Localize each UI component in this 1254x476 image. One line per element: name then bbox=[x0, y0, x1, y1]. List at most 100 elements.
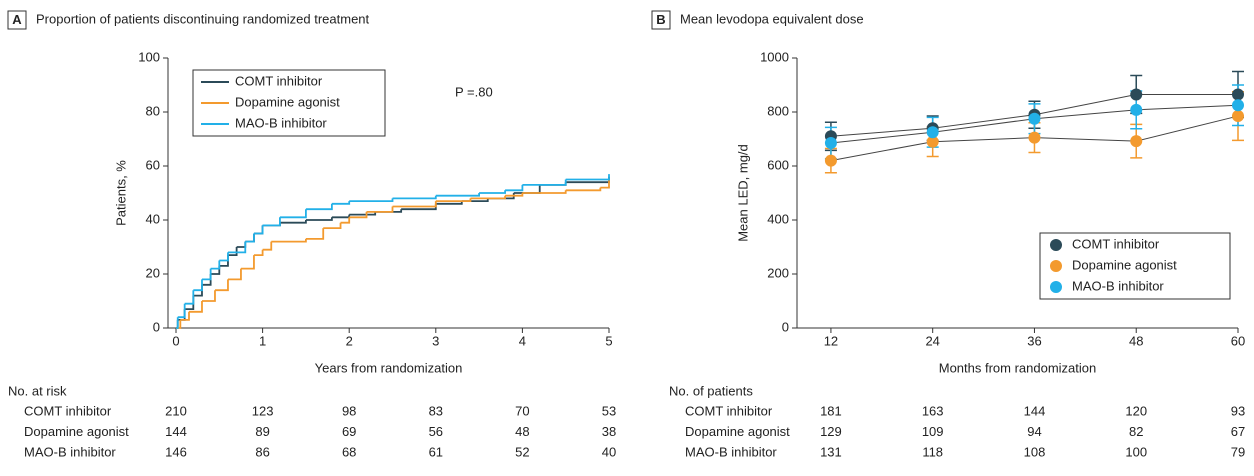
step-segment bbox=[305, 203, 333, 211]
step-segment bbox=[177, 309, 186, 321]
risk-row-name: Dopamine agonist bbox=[685, 424, 790, 439]
step-segment bbox=[227, 241, 247, 254]
risk-value: 109 bbox=[922, 424, 944, 439]
step-segment bbox=[240, 255, 255, 270]
mean-marker bbox=[824, 154, 837, 167]
y-tick-label: 200 bbox=[767, 265, 789, 280]
step-segment bbox=[201, 290, 216, 302]
risk-value: 56 bbox=[429, 424, 443, 439]
x-tick-label: 3 bbox=[432, 333, 439, 348]
step-segment bbox=[600, 179, 610, 189]
legend-label: MAO-B inhibitor bbox=[1072, 278, 1164, 293]
legend-swatch bbox=[1050, 260, 1062, 272]
mean-marker bbox=[1028, 131, 1041, 144]
panel-title: Proportion of patients discontinuing ran… bbox=[36, 11, 370, 26]
step-segment bbox=[227, 268, 242, 281]
y-tick-label: 60 bbox=[146, 157, 160, 172]
risk-value: 163 bbox=[922, 403, 944, 418]
step-segment bbox=[262, 241, 273, 251]
step-segment bbox=[245, 233, 255, 243]
step-segment bbox=[210, 260, 221, 270]
x-tick-label: 12 bbox=[824, 333, 838, 348]
risk-value: 146 bbox=[165, 444, 187, 459]
x-axis-label: Months from randomization bbox=[939, 360, 1097, 375]
panel-label: B bbox=[656, 12, 665, 27]
step-segment bbox=[565, 187, 602, 192]
risk-value: 79 bbox=[1231, 444, 1245, 459]
risk-table-title: No. of patients bbox=[669, 383, 753, 398]
x-axis-label: Years from randomization bbox=[315, 360, 463, 375]
y-tick-label: 0 bbox=[153, 319, 160, 334]
step-segment bbox=[193, 279, 203, 292]
y-tick-label: 100 bbox=[138, 49, 160, 64]
step-segment bbox=[505, 184, 524, 192]
mean-marker bbox=[1232, 110, 1244, 123]
risk-value: 82 bbox=[1129, 424, 1143, 439]
step-segment bbox=[188, 301, 203, 313]
risk-value: 67 bbox=[1231, 424, 1245, 439]
risk-value: 89 bbox=[255, 424, 269, 439]
step-segment bbox=[323, 222, 342, 229]
risk-value: 144 bbox=[1024, 403, 1046, 418]
mean-marker bbox=[1232, 99, 1244, 112]
step-segment bbox=[331, 201, 351, 205]
y-tick-label: 40 bbox=[146, 211, 160, 226]
step-segment bbox=[253, 225, 264, 235]
risk-value: 52 bbox=[515, 444, 529, 459]
step-segment bbox=[305, 228, 325, 240]
mean-marker bbox=[824, 137, 837, 150]
risk-value: 94 bbox=[1027, 424, 1041, 439]
step-segment bbox=[253, 225, 264, 235]
risk-value: 83 bbox=[429, 403, 443, 418]
step-segment bbox=[236, 241, 247, 248]
legend-label: Dopamine agonist bbox=[235, 94, 340, 109]
step-segment bbox=[262, 217, 281, 227]
legend-label: Dopamine agonist bbox=[1072, 257, 1177, 272]
mean-marker bbox=[1130, 135, 1143, 148]
legend-swatch bbox=[1050, 239, 1062, 251]
risk-row-name: COMT inhibitor bbox=[685, 403, 773, 418]
y-tick-label: 20 bbox=[146, 265, 160, 280]
risk-value: 144 bbox=[165, 424, 187, 439]
risk-value: 86 bbox=[255, 444, 269, 459]
step-segment bbox=[349, 211, 368, 219]
legend-box bbox=[1039, 232, 1231, 300]
step-segment bbox=[470, 195, 506, 200]
x-tick-label: 0 bbox=[172, 333, 179, 348]
panel-label-box bbox=[651, 10, 671, 30]
legend-swatch bbox=[1050, 281, 1062, 293]
risk-row-name: MAO-B inhibitor bbox=[685, 444, 777, 459]
panel-label: A bbox=[12, 12, 22, 27]
risk-value: 100 bbox=[1125, 444, 1147, 459]
x-tick-label: 60 bbox=[1231, 333, 1245, 348]
y-axis-label: Mean LED, mg/d bbox=[735, 144, 750, 242]
x-tick-label: 48 bbox=[1129, 333, 1143, 348]
step-segment bbox=[522, 179, 567, 186]
step-segment bbox=[331, 214, 351, 219]
panel-title: Mean levodopa equivalent dose bbox=[680, 11, 864, 26]
step-segment bbox=[340, 217, 351, 224]
step-segment bbox=[305, 217, 333, 221]
risk-value: 38 bbox=[602, 424, 616, 439]
legend-label: COMT inhibitor bbox=[1072, 236, 1160, 251]
risk-value: 68 bbox=[342, 444, 356, 459]
step-segment bbox=[565, 174, 610, 181]
step-segment bbox=[279, 209, 307, 219]
risk-value: 129 bbox=[820, 424, 842, 439]
step-segment bbox=[479, 190, 506, 194]
risk-row-name: Dopamine agonist bbox=[24, 424, 129, 439]
mean-marker bbox=[1130, 88, 1143, 101]
mean-marker bbox=[926, 135, 939, 148]
step-segment bbox=[176, 317, 179, 329]
step-segment bbox=[271, 238, 307, 243]
x-tick-label: 4 bbox=[519, 333, 526, 348]
step-segment bbox=[392, 201, 437, 208]
step-segment bbox=[366, 206, 394, 213]
x-tick-label: 2 bbox=[346, 333, 353, 348]
risk-table-title: No. at risk bbox=[8, 383, 67, 398]
annotation: P =.80 bbox=[455, 84, 493, 99]
risk-row-name: COMT inhibitor bbox=[24, 403, 112, 418]
y-tick-label: 800 bbox=[767, 103, 789, 118]
step-segment bbox=[253, 249, 264, 256]
